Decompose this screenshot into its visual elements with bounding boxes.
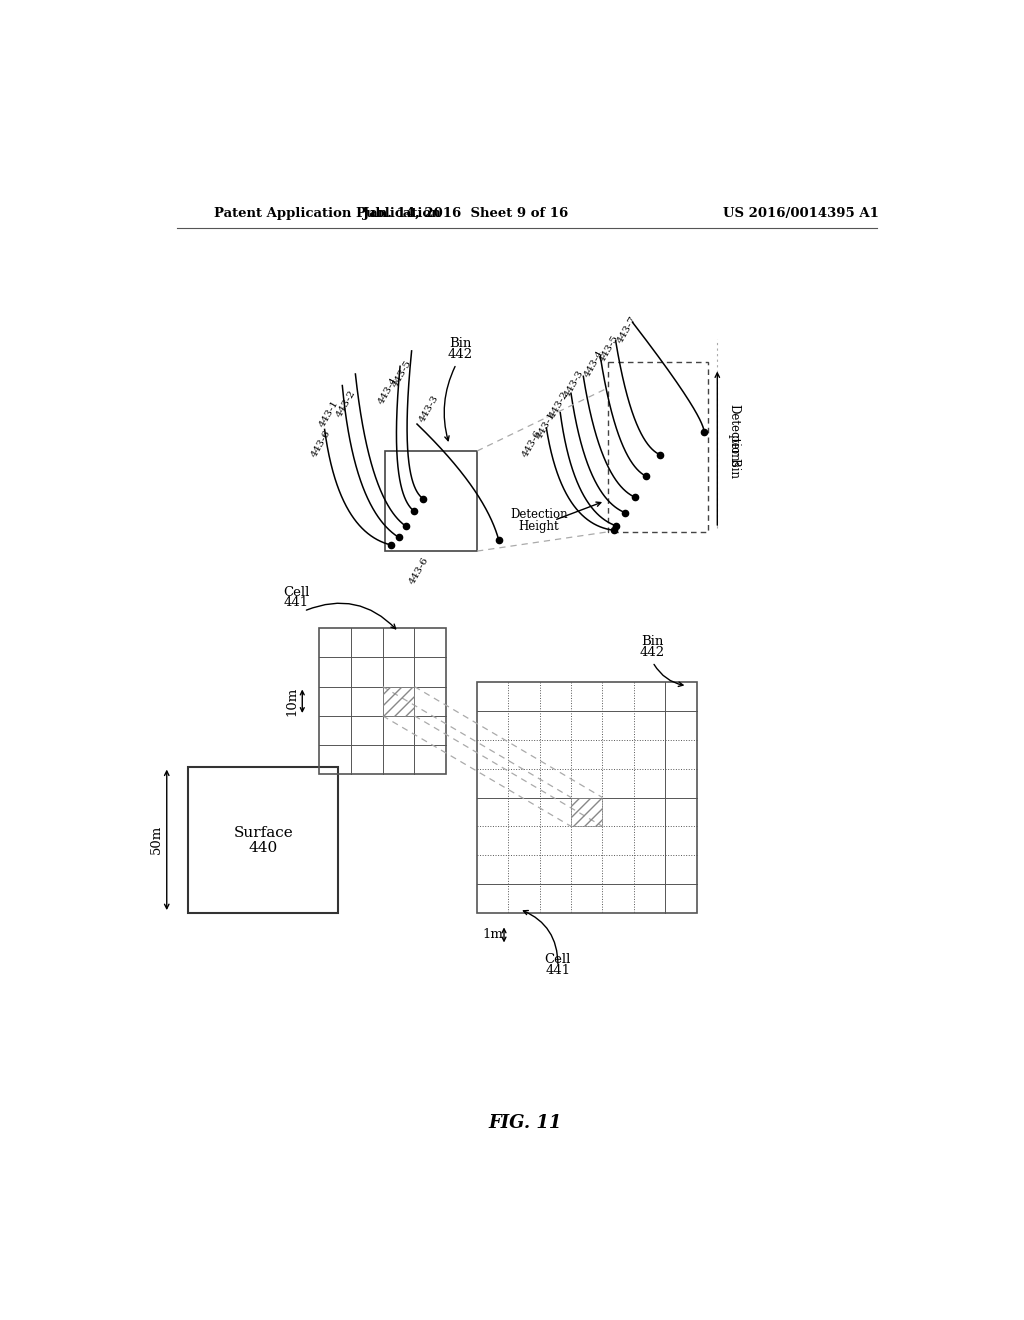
Text: 10m: 10m	[285, 686, 298, 715]
Text: Cell: Cell	[545, 953, 571, 966]
Text: 443-2: 443-2	[548, 389, 570, 420]
Text: 443-7: 443-7	[615, 315, 639, 346]
Text: 441: 441	[284, 595, 308, 609]
Bar	[385, 451, 477, 552]
Bar	[608, 363, 708, 532]
Text: FIG. 11: FIG. 11	[488, 1114, 561, 1133]
Text: 443-3: 443-3	[562, 368, 586, 399]
Text: 443-4: 443-4	[583, 348, 605, 379]
Text: 443-6: 443-6	[408, 556, 431, 586]
Bar	[571, 797, 602, 826]
Text: 443-1: 443-1	[535, 411, 558, 441]
Text: Bin: Bin	[449, 337, 471, 350]
Text: Surface: Surface	[233, 826, 293, 840]
Text: 1m: 1m	[482, 928, 503, 941]
Text: 443-2: 443-2	[335, 388, 357, 418]
Text: 443-4: 443-4	[377, 376, 400, 407]
Text: 443-6: 443-6	[310, 428, 333, 458]
Text: 442: 442	[640, 645, 666, 659]
Text: 443-5: 443-5	[598, 334, 621, 364]
Text: Bin: Bin	[641, 635, 664, 648]
Bar	[477, 682, 696, 913]
Text: Cell: Cell	[283, 586, 309, 599]
Text: Height: Height	[518, 520, 559, 533]
Text: Detection: Detection	[510, 508, 567, 521]
Text: Patent Application Publication: Patent Application Publication	[214, 207, 440, 220]
Text: 443-5: 443-5	[390, 359, 413, 389]
Text: 441: 441	[546, 964, 570, 977]
Text: per Bin: per Bin	[728, 434, 740, 478]
Text: Jan. 14, 2016  Sheet 9 of 16: Jan. 14, 2016 Sheet 9 of 16	[362, 207, 568, 220]
Text: 443-6: 443-6	[521, 428, 544, 458]
Text: Detections: Detections	[728, 404, 740, 467]
Text: 442: 442	[447, 348, 473, 360]
Text: 443-1: 443-1	[317, 399, 341, 429]
Bar	[188, 767, 339, 913]
Text: 443-3: 443-3	[418, 393, 440, 424]
Bar	[383, 686, 415, 715]
Text: 50m: 50m	[150, 825, 163, 854]
Text: US 2016/0014395 A1: US 2016/0014395 A1	[724, 207, 880, 220]
Text: 440: 440	[249, 841, 278, 855]
Bar	[319, 628, 446, 775]
